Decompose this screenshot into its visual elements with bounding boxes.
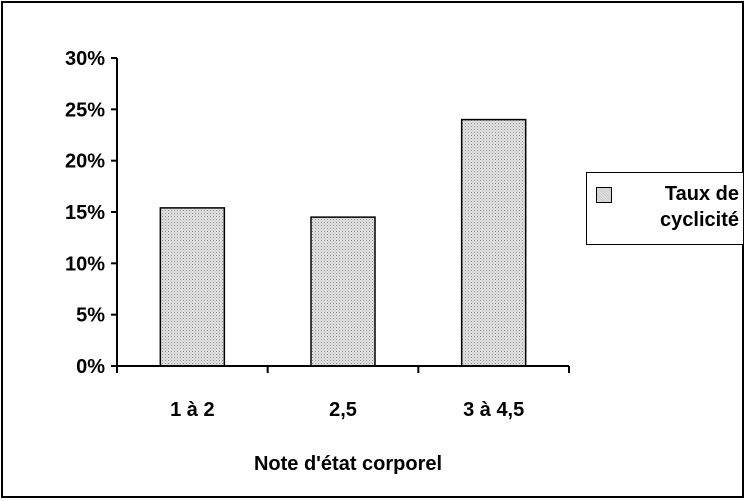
bar-2 — [460, 118, 527, 367]
legend: Taux de cyclicité — [586, 172, 744, 245]
axes — [116, 58, 570, 373]
bar-1 — [310, 216, 376, 367]
y-axis-ticks: 0% 5% 10% 15% 20% 25% 30% — [65, 48, 117, 378]
x-axis-title: Note d'état corporel — [254, 453, 442, 475]
legend-swatch — [596, 187, 612, 203]
x-tick-label: 3 à 4,5 — [463, 399, 524, 421]
y-tick-label: 15% — [65, 202, 105, 224]
x-axis-labels: 1 à 2 2,5 3 à 4,5 — [170, 399, 524, 421]
bar-0 — [159, 207, 226, 367]
x-tick-label: 1 à 2 — [170, 399, 214, 421]
y-tick-label: 25% — [65, 99, 105, 121]
y-tick-label: 10% — [65, 253, 105, 275]
y-tick-label: 5% — [76, 305, 105, 327]
bars — [159, 118, 527, 367]
x-tick-label: 2,5 — [329, 399, 357, 421]
y-tick-label: 20% — [65, 151, 105, 173]
y-tick-label: 30% — [65, 48, 105, 70]
legend-label-series: Taux de cyclicité — [660, 183, 739, 231]
y-tick-label: 0% — [76, 356, 105, 378]
